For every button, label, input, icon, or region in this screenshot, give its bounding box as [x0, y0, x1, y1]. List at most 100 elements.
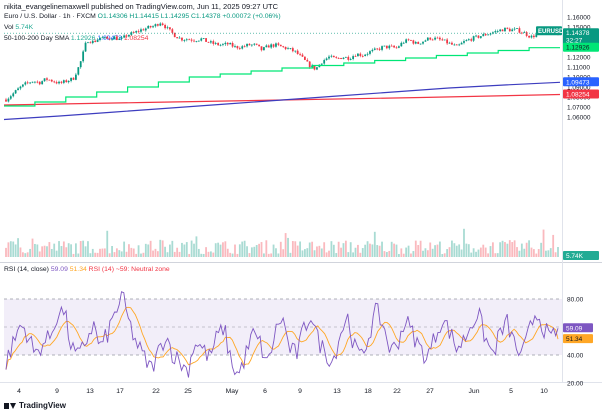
candle-body[interactable]: [118, 38, 121, 40]
candle-body[interactable]: [455, 44, 458, 46]
candle-body[interactable]: [253, 43, 256, 45]
candle-body[interactable]: [494, 31, 497, 33]
candle-body[interactable]: [48, 79, 51, 81]
candle-body[interactable]: [501, 29, 504, 32]
candle-body[interactable]: [436, 37, 439, 39]
candle-body[interactable]: [246, 43, 248, 47]
candle-body[interactable]: [323, 60, 326, 64]
candle-body[interactable]: [446, 39, 449, 44]
candle-body[interactable]: [12, 93, 15, 97]
candle-body[interactable]: [46, 78, 48, 80]
candle-body[interactable]: [87, 42, 89, 44]
candle-body[interactable]: [453, 44, 456, 46]
candle-body[interactable]: [171, 29, 174, 33]
candle-body[interactable]: [140, 29, 142, 32]
candle-body[interactable]: [342, 57, 345, 59]
candle-body[interactable]: [352, 56, 355, 60]
candle-body[interactable]: [412, 40, 415, 44]
candle-body[interactable]: [291, 48, 294, 52]
candle-body[interactable]: [26, 82, 29, 84]
candle-body[interactable]: [62, 80, 65, 83]
candle-body[interactable]: [417, 41, 420, 44]
candle-body[interactable]: [492, 32, 494, 34]
candle-body[interactable]: [190, 39, 193, 41]
candle-body[interactable]: [135, 31, 138, 33]
candle-body[interactable]: [224, 42, 227, 45]
rsi-legend[interactable]: RSI (14, close) 59.09 51.34 RSI (14) ~59…: [4, 266, 170, 273]
candle-body[interactable]: [410, 40, 412, 41]
candle-body[interactable]: [178, 37, 181, 39]
candle-body[interactable]: [123, 35, 126, 38]
candle-body[interactable]: [400, 42, 403, 47]
candle-body[interactable]: [344, 56, 347, 58]
candle-body[interactable]: [402, 42, 405, 44]
candle-body[interactable]: [482, 34, 485, 37]
candle-body[interactable]: [422, 41, 424, 44]
candle-body[interactable]: [226, 42, 229, 45]
candle-body[interactable]: [328, 56, 330, 59]
candle-body[interactable]: [407, 39, 410, 41]
candle-body[interactable]: [132, 32, 135, 34]
candle-body[interactable]: [301, 54, 304, 57]
candle-body[interactable]: [161, 23, 164, 25]
candle-body[interactable]: [475, 35, 477, 37]
candle-body[interactable]: [429, 37, 432, 40]
candle-body[interactable]: [144, 28, 147, 31]
candle-body[interactable]: [34, 81, 36, 83]
candle-body[interactable]: [311, 65, 314, 68]
volume-legend[interactable]: Vol 5.74K: [4, 24, 33, 31]
candle-body[interactable]: [354, 56, 357, 57]
candle-body[interactable]: [376, 48, 379, 50]
candle-body[interactable]: [332, 55, 335, 58]
candle-body[interactable]: [487, 34, 489, 36]
candle-body[interactable]: [243, 46, 246, 48]
candle-body[interactable]: [241, 46, 244, 49]
candle-body[interactable]: [84, 42, 87, 52]
candle-body[interactable]: [282, 46, 285, 48]
candle-body[interactable]: [357, 53, 359, 57]
candle-body[interactable]: [277, 43, 280, 45]
candle-body[interactable]: [9, 96, 12, 99]
candle-body[interactable]: [207, 41, 210, 43]
candle-body[interactable]: [371, 49, 374, 52]
candle-body[interactable]: [58, 81, 60, 84]
candle-body[interactable]: [424, 40, 427, 42]
candle-body[interactable]: [205, 38, 207, 42]
candle-body[interactable]: [231, 43, 234, 47]
candle-body[interactable]: [169, 27, 171, 30]
candle-body[interactable]: [520, 32, 523, 34]
candle-body[interactable]: [398, 46, 400, 48]
candle-body[interactable]: [306, 59, 309, 62]
candle-body[interactable]: [289, 48, 292, 49]
candle-body[interactable]: [431, 39, 434, 41]
candle-body[interactable]: [94, 40, 97, 42]
candle-body[interactable]: [137, 31, 140, 32]
candle-body[interactable]: [24, 82, 27, 85]
candle-body[interactable]: [236, 46, 239, 49]
candle-body[interactable]: [149, 25, 152, 28]
candle-body[interactable]: [441, 39, 444, 41]
candle-body[interactable]: [373, 48, 376, 50]
candle-body[interactable]: [166, 27, 169, 29]
candle-body[interactable]: [479, 36, 482, 38]
candle-body[interactable]: [142, 29, 145, 31]
candle-body[interactable]: [193, 40, 195, 42]
candle-body[interactable]: [508, 28, 511, 32]
candle-body[interactable]: [470, 39, 473, 41]
candle-body[interactable]: [496, 31, 499, 32]
candle-body[interactable]: [395, 47, 398, 49]
candle-body[interactable]: [152, 26, 154, 28]
candle-body[interactable]: [287, 48, 289, 50]
candle-body[interactable]: [451, 42, 453, 45]
candle-body[interactable]: [14, 90, 17, 94]
candle-body[interactable]: [75, 74, 77, 80]
candle-body[interactable]: [53, 81, 56, 83]
candle-body[interactable]: [159, 23, 162, 26]
candle-body[interactable]: [506, 27, 509, 29]
candle-body[interactable]: [128, 34, 130, 37]
candle-body[interactable]: [202, 38, 205, 39]
candle-body[interactable]: [209, 41, 212, 43]
candle-body[interactable]: [419, 43, 422, 45]
candle-body[interactable]: [103, 36, 106, 38]
candle-body[interactable]: [448, 42, 451, 44]
